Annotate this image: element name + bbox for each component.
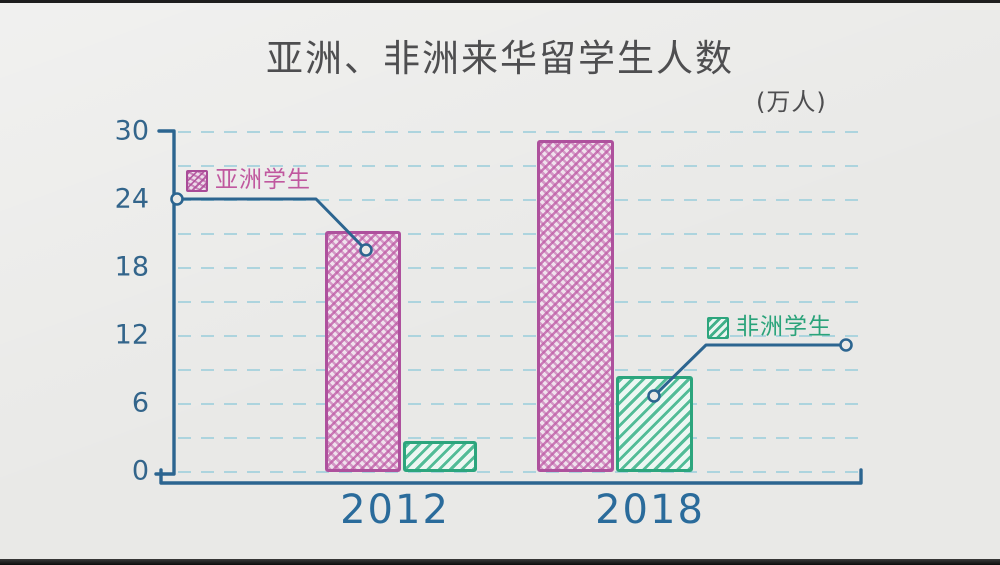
- gridline: [178, 267, 858, 270]
- leader-dot-africa-end: [839, 338, 853, 352]
- africa-swatch-icon: [707, 316, 729, 339]
- letterbox-top-strip: [0, 0, 1000, 3]
- legend-africa: 非洲学生: [707, 316, 832, 339]
- bar-asia-2018: [537, 140, 614, 472]
- asia-swatch-icon: [186, 169, 208, 192]
- legend-asia: 亚洲学生: [186, 169, 311, 192]
- letterbox-bottom-strip: [0, 559, 1000, 565]
- bar-africa-2012: [403, 441, 477, 472]
- y-tick-label: 12: [114, 319, 149, 351]
- gridline: [178, 131, 858, 134]
- bar-asia-2012: [325, 230, 401, 472]
- legend-asia-label: 亚洲学生: [215, 167, 311, 193]
- x-axis-label-2012: 2012: [340, 487, 450, 533]
- y-tick-label: 30: [114, 115, 149, 147]
- gridline: [178, 233, 858, 236]
- gridline: [178, 199, 858, 202]
- y-tick-label: 18: [114, 251, 149, 283]
- gridline: [178, 165, 858, 168]
- x-axis-label-2018: 2018: [595, 487, 705, 533]
- y-tick-label: 24: [114, 183, 149, 215]
- bar-africa-2018: [616, 375, 693, 472]
- chart-title: 亚洲、非洲来华留学生人数: [266, 37, 734, 80]
- gridline: [178, 301, 858, 304]
- gridline: [178, 403, 858, 406]
- gridline: [178, 471, 858, 473]
- unit-label: (万人): [756, 88, 827, 116]
- gridline: [178, 335, 858, 338]
- y-axis: [154, 129, 176, 476]
- gridline: [178, 369, 858, 372]
- gridline: [178, 437, 858, 439]
- y-tick-label: 0: [131, 455, 149, 487]
- y-tick-label: 6: [131, 387, 149, 419]
- legend-africa-label: 非洲学生: [736, 314, 832, 340]
